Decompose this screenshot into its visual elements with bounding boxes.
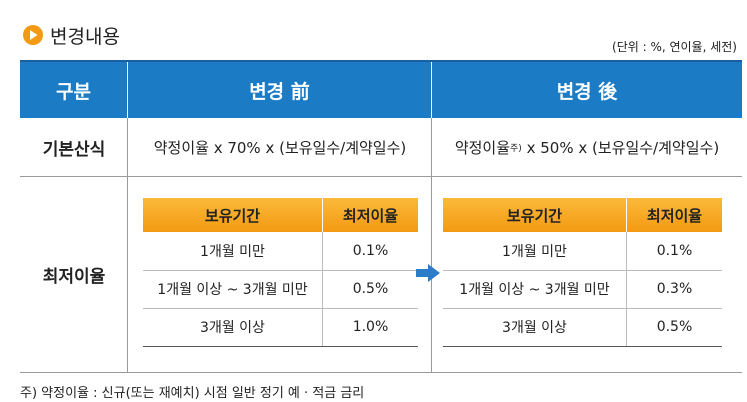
inner-cell: 3개월 이상 (200, 320, 265, 336)
inner-cell: 3개월 이상 (502, 320, 567, 336)
col-header: 변경 前 (128, 62, 431, 118)
arrow (416, 264, 440, 282)
inner-col-line (322, 232, 323, 346)
formula-text: x 50% x (보유일수/계약일수) (526, 138, 720, 157)
inner-cell: 1.0% (352, 319, 389, 335)
row-line (20, 176, 742, 177)
note-mark: 주) (510, 143, 522, 154)
inner-table: 보유기간 최저이율 1개월 미만 0.1% 1개월 이상 ~ 3개월 미만 0.3% 3개월… (443, 198, 722, 350)
col-line (127, 118, 128, 372)
inner-header: 보유기간 (143, 198, 322, 232)
inner-row-line (143, 308, 418, 309)
inner-col-line (626, 232, 627, 346)
inner-cell: 0.1% (352, 243, 389, 259)
col-header: 구분 (20, 62, 127, 118)
inner-row-line (443, 308, 722, 309)
table-bottom (20, 372, 742, 373)
inner-cell: 0.1% (656, 243, 693, 259)
inner-cell: 1개월 미만 (200, 244, 265, 260)
inner-header: 보유기간 (443, 198, 626, 232)
unit: (단위 : %, 연이율, 세전) (612, 40, 737, 54)
inner-header: 최저이율 (627, 198, 722, 232)
row-label: 최저이율 (42, 267, 106, 287)
inner-cell: 1개월 이상 ~ 3개월 미만 (157, 282, 308, 298)
inner-table: 보유기간 최저이율 1개월 미만 0.1% 1개월 이상 ~ 3개월 미만 0.5% 3개월… (143, 198, 418, 350)
row-label: 기본산식 (42, 139, 106, 160)
col-line (431, 118, 432, 372)
inner-row-line (143, 346, 418, 347)
inner-cell: 1개월 이상 ~ 3개월 미만 (459, 282, 610, 298)
formula: 약정이율 주) x 50% x (보유일수/계약일수) (432, 118, 742, 176)
formula-text: 약정이율 (454, 138, 511, 157)
title: 변경내용 (50, 26, 120, 48)
inner-cell: 0.5% (352, 281, 389, 297)
inner-row-line (443, 346, 722, 347)
formula: 약정이율 x 70% x (보유일수/계약일수) (153, 138, 407, 157)
inner-row-line (143, 270, 418, 271)
inner-cell: 0.5% (656, 319, 693, 335)
col-header: 변경 後 (432, 62, 742, 118)
table-top (20, 60, 742, 62)
title-icon (23, 25, 43, 45)
inner-row-line (443, 270, 722, 271)
inner-cell: 1개월 미만 (502, 244, 567, 260)
inner-header: 최저이율 (323, 198, 418, 232)
inner-cell: 0.3% (656, 281, 693, 297)
footnote: 주) 약정이율 : 신규(또는 재예치) 시점 일반 정기 예 · 적금 금리 (20, 386, 365, 401)
